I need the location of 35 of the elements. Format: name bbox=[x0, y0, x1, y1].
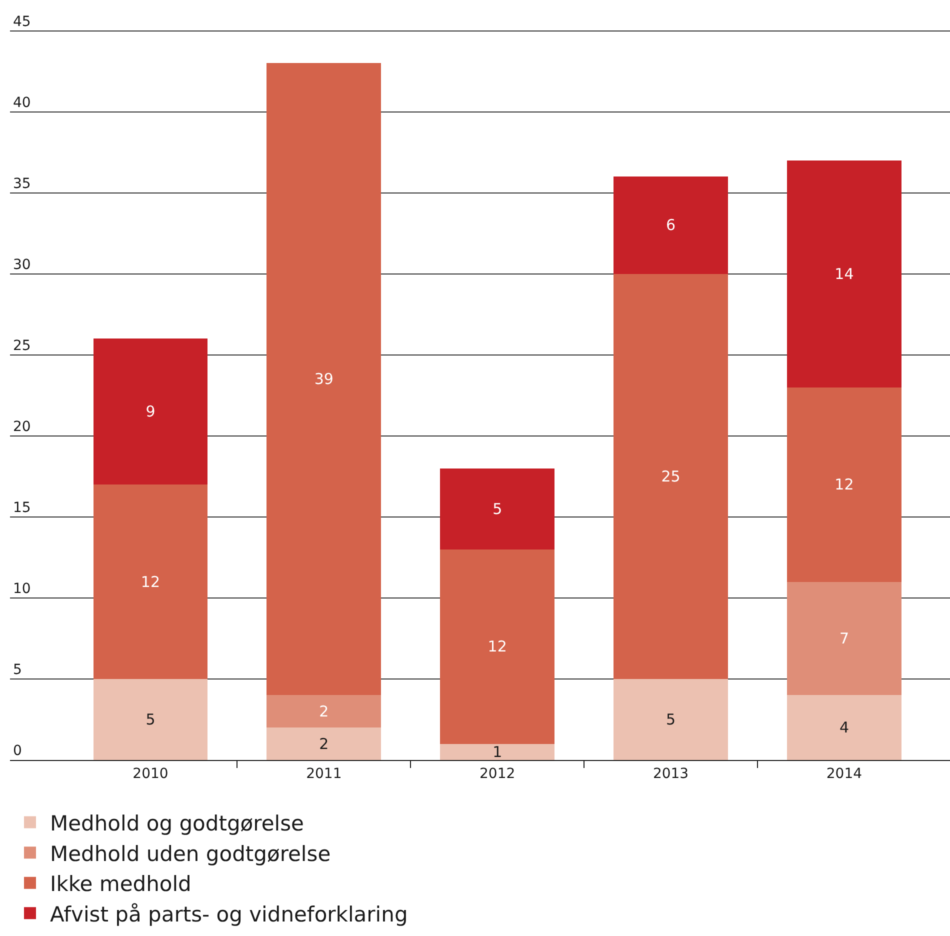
data-label: 5 bbox=[666, 710, 676, 728]
y-tick-label: 5 bbox=[13, 662, 22, 678]
data-label: 9 bbox=[146, 402, 156, 421]
x-tick-label: 2010 bbox=[132, 766, 168, 782]
data-label: 25 bbox=[661, 467, 680, 486]
y-tick-label: 45 bbox=[13, 14, 31, 30]
data-label: 12 bbox=[140, 572, 160, 591]
y-tick-label: 20 bbox=[13, 419, 31, 436]
legend-label: Medhold og godtgørelse bbox=[50, 811, 304, 836]
x-tick-label: 2014 bbox=[826, 766, 862, 782]
y-tick-label: 35 bbox=[13, 176, 31, 192]
y-tick-label: 10 bbox=[13, 581, 31, 598]
data-label: 14 bbox=[834, 264, 854, 283]
x-tick-label: 2011 bbox=[306, 766, 342, 782]
legend-label: Afvist på parts- og vidneforklaring bbox=[50, 902, 408, 926]
data-label: 6 bbox=[666, 216, 676, 234]
data-label: 4 bbox=[839, 718, 849, 737]
data-label: 7 bbox=[839, 629, 849, 648]
data-label: 2 bbox=[319, 702, 329, 720]
y-tick-label: 25 bbox=[13, 338, 31, 354]
legend-label: Ikke medhold bbox=[50, 872, 192, 896]
y-tick-label: 0 bbox=[13, 743, 22, 760]
data-label: 12 bbox=[834, 476, 854, 494]
data-label: 12 bbox=[488, 638, 507, 656]
data-label: 1 bbox=[492, 742, 502, 761]
data-label: 2 bbox=[319, 734, 329, 753]
data-label: 5 bbox=[492, 500, 502, 518]
y-tick-label: 40 bbox=[13, 94, 31, 111]
x-tick-label: 2012 bbox=[480, 766, 516, 782]
y-tick-label: 30 bbox=[13, 256, 31, 273]
x-tick-label: 2013 bbox=[652, 766, 689, 782]
legend-label: Medhold uden godtgørelse bbox=[50, 842, 331, 866]
data-label: 5 bbox=[146, 710, 156, 728]
y-tick-label: 15 bbox=[13, 500, 31, 516]
data-label: 39 bbox=[314, 370, 334, 388]
